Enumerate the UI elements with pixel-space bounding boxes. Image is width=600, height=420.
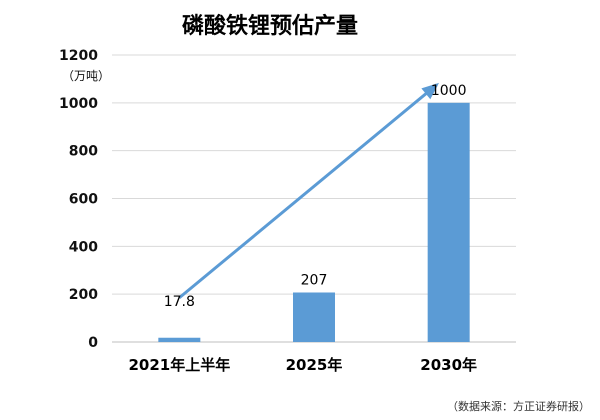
category-label: 2025年 bbox=[286, 356, 343, 374]
bar bbox=[158, 337, 201, 342]
bars bbox=[158, 102, 470, 342]
trend-arrow-line bbox=[178, 83, 438, 299]
category-label: 2030年 bbox=[420, 356, 477, 374]
bar bbox=[427, 102, 470, 342]
data-label: 1000 bbox=[431, 83, 467, 99]
y-tick-label: 1200 bbox=[59, 48, 98, 64]
x-axis-categories: 2021年上半年 2025年 2030年 bbox=[128, 356, 477, 374]
y-tick-label: 400 bbox=[69, 239, 98, 255]
bar bbox=[293, 292, 335, 342]
category-label: 2021年上半年 bbox=[128, 356, 230, 374]
y-tick-label: 1000 bbox=[59, 96, 98, 112]
y-tick-label: 600 bbox=[69, 192, 98, 208]
y-axis-ticks: 0 200 400 600 800 1000 1200 bbox=[59, 48, 98, 351]
data-label: 17.8 bbox=[164, 294, 195, 310]
trend-arrow-head bbox=[421, 82, 439, 100]
source-note: （数据来源：方正证券研报） bbox=[447, 399, 590, 413]
y-tick-label: 800 bbox=[69, 144, 98, 160]
y-tick-label: 0 bbox=[88, 335, 98, 351]
data-labels: 17.8 207 1000 bbox=[164, 83, 467, 310]
trend-arrow bbox=[178, 82, 439, 299]
gridlines bbox=[112, 54, 516, 343]
y-axis-unit: （万吨） bbox=[62, 69, 110, 83]
y-tick-label: 200 bbox=[69, 287, 98, 303]
data-label: 207 bbox=[301, 272, 328, 288]
chart-title: 磷酸铁锂预估产量 bbox=[182, 13, 358, 39]
